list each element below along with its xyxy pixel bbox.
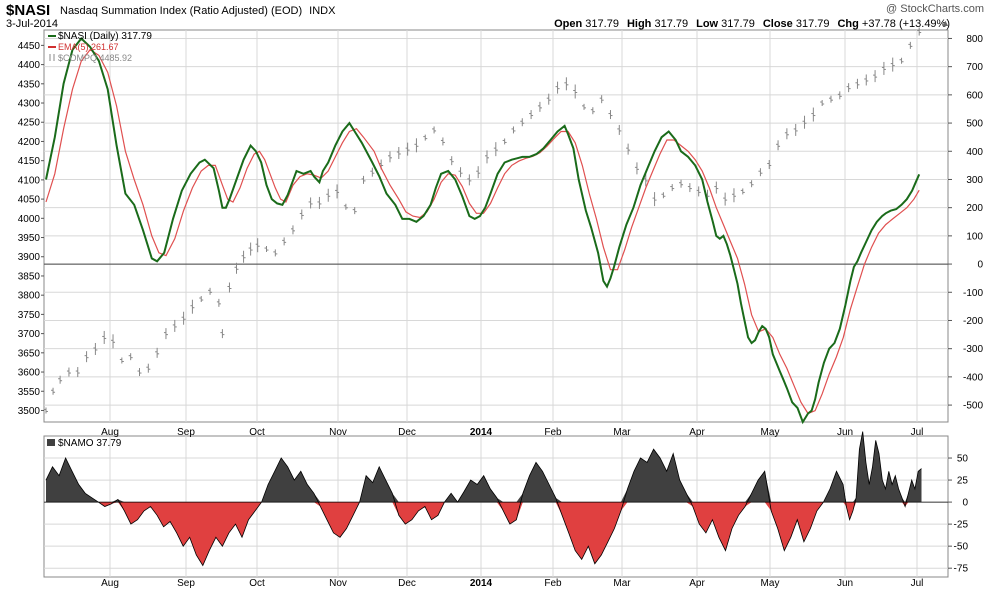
y-tick-label-left: 4450 <box>18 41 41 52</box>
y-tick-label-right: 800 <box>966 34 983 45</box>
y-tick-label-right: -500 <box>963 401 983 412</box>
upper-panel-frame <box>43 29 949 423</box>
x-tick-label-upper: Oct <box>249 427 265 438</box>
namo-area-negative <box>46 502 922 566</box>
y-tick-label-left: 4050 <box>18 195 41 206</box>
y-tick-label-left: 3550 <box>18 387 41 398</box>
y-tick-label-lower: 0 <box>962 498 968 509</box>
description-text: Nasdaq Summation Index (Ratio Adjusted) … <box>60 5 303 17</box>
x-tick-label-lower: Apr <box>689 578 705 589</box>
x-tick-label-upper: Jul <box>911 427 924 438</box>
symbol-description: Nasdaq Summation Index (Ratio Adjusted) … <box>60 5 335 17</box>
y-tick-label-left: 3600 <box>18 368 41 379</box>
x-tick-label-upper: May <box>761 427 780 438</box>
x-tick-label-upper: 2014 <box>470 427 493 438</box>
y-tick-label-lower: -75 <box>954 564 969 575</box>
x-tick-label-upper: Dec <box>398 427 416 438</box>
symbol-title: $NASI <box>6 2 51 19</box>
legend-entry-namo: $NAMO 37.79 <box>58 438 122 449</box>
x-tick-label-upper: Feb <box>544 427 562 438</box>
ohlc-value-low: 317.79 <box>718 18 755 30</box>
y-tick-label-left: 4350 <box>18 79 41 90</box>
y-tick-label-right: -300 <box>963 344 983 355</box>
y-tick-label-left: 3800 <box>18 291 41 302</box>
ohlc-label-low: Low <box>696 18 719 30</box>
y-tick-label-lower: -25 <box>954 520 969 531</box>
ohlc-label-high: High <box>626 18 652 30</box>
y-tick-label-left: 3900 <box>18 252 41 263</box>
y-tick-label-left: 4250 <box>18 118 41 129</box>
y-tick-label-left: 4100 <box>18 175 41 186</box>
y-tick-label-left: 3700 <box>18 329 41 340</box>
x-tick-label-upper: Nov <box>329 427 347 438</box>
ema-line <box>45 48 920 415</box>
scroll-up-arrow[interactable]: ▲ <box>941 18 950 28</box>
y-tick-label-right: 700 <box>966 62 983 73</box>
y-tick-label-left: 4000 <box>18 214 41 225</box>
y-tick-label-right: 300 <box>966 175 983 186</box>
legend-entry: $NASI (Daily) 317.79 <box>58 31 152 42</box>
y-tick-label-left: 4300 <box>18 99 41 110</box>
y-tick-label-lower: -50 <box>954 542 969 553</box>
ohlc-label-open: Open <box>554 18 583 30</box>
x-tick-label-lower: May <box>761 578 780 589</box>
ohlc-value-open: 317.79 <box>582 18 619 30</box>
x-tick-label-upper: Sep <box>177 427 195 438</box>
x-tick-label-lower: Feb <box>544 578 562 589</box>
y-tick-label-right: 500 <box>966 119 983 130</box>
y-tick-label-right: 100 <box>966 231 983 242</box>
nasi-line <box>45 37 921 425</box>
y-tick-label-right: -400 <box>963 372 983 383</box>
y-tick-label-right: 600 <box>966 90 983 101</box>
legend-swatch-namo <box>47 439 55 446</box>
x-tick-label-lower: Dec <box>398 578 416 589</box>
x-tick-label-upper: Mar <box>613 427 631 438</box>
namo-area-positive <box>46 431 922 503</box>
y-tick-label-lower: 25 <box>957 476 969 487</box>
y-tick-label-right: -200 <box>963 316 983 327</box>
legend-entry: EMA(5) 261.67 <box>58 42 119 52</box>
y-tick-label-left: 4400 <box>18 60 41 71</box>
y-tick-label-left: 4150 <box>18 156 41 167</box>
x-tick-label-lower: Nov <box>329 578 347 589</box>
ohlc-readout: Open 317.79 High 317.79 Low 317.79 Close 31… <box>554 18 950 30</box>
x-tick-label-lower: Jul <box>911 578 924 589</box>
x-tick-label-upper: Jun <box>837 427 853 438</box>
y-tick-label-left: 3950 <box>18 233 41 244</box>
watermark: @ StockCharts.com <box>886 3 984 15</box>
y-tick-label-left: 3750 <box>18 310 41 321</box>
y-tick-label-left: 4200 <box>18 137 41 148</box>
x-tick-label-upper: Aug <box>101 427 119 438</box>
ohlc-value-close: 317.79 <box>792 18 830 30</box>
y-tick-label-right: 200 <box>966 203 983 214</box>
x-tick-label-lower: Oct <box>249 578 265 589</box>
ohlc-label-close: Close <box>762 18 793 30</box>
namo-line <box>45 431 922 567</box>
y-tick-label-right: 400 <box>966 147 983 158</box>
legend-entry: $COMPQ 4485.92 <box>58 53 132 63</box>
x-tick-label-upper: Apr <box>689 427 705 438</box>
y-tick-label-right: 0 <box>977 260 983 271</box>
x-tick-label-lower: 2014 <box>470 578 493 589</box>
chart-date: 3-Jul-2014 <box>6 18 58 30</box>
y-tick-label-right: -100 <box>963 288 983 299</box>
ohlc-value-chg: +37.78 (+13.49%) <box>858 18 950 30</box>
ohlc-label-chg: Chg <box>837 18 859 30</box>
x-tick-label-lower: Sep <box>177 578 195 589</box>
x-tick-label-lower: Aug <box>101 578 119 589</box>
y-tick-label-left: 3850 <box>18 271 41 282</box>
y-tick-label-left: 3500 <box>18 406 41 417</box>
x-tick-label-lower: Jun <box>837 578 853 589</box>
x-tick-label-lower: Mar <box>613 578 631 589</box>
y-tick-label-lower: 50 <box>957 454 969 465</box>
y-tick-label-left: 3650 <box>18 348 41 359</box>
ohlc-value-high: 317.79 <box>651 18 689 30</box>
exchange-text: INDX <box>309 5 336 17</box>
